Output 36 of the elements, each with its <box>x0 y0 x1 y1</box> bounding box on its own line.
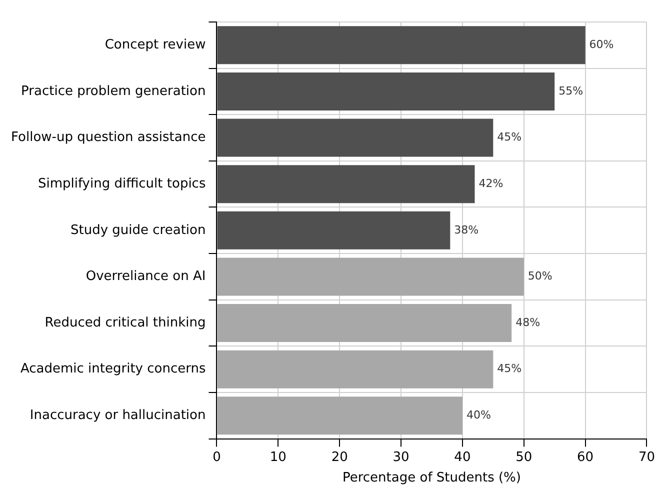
bar <box>217 26 586 64</box>
data-label: 45% <box>497 362 522 376</box>
data-label: 38% <box>454 223 479 236</box>
data-label: 55% <box>558 84 584 98</box>
x-tick-label: 50 <box>516 450 532 465</box>
y-tick-label: Concept review <box>104 38 206 53</box>
data-label: 48% <box>516 316 540 329</box>
data-label: 42% <box>478 176 504 190</box>
y-tick-label: Practice problem generation <box>21 84 206 99</box>
bar <box>217 118 494 157</box>
data-label: 50% <box>528 270 552 283</box>
x-tick-label: 20 <box>331 450 348 465</box>
data-label: 60% <box>589 38 614 52</box>
bar <box>217 258 524 296</box>
y-tick-label: Overreliance on AI <box>86 269 206 284</box>
data-label: 45% <box>497 130 522 144</box>
x-tick-label: 10 <box>270 450 286 465</box>
bar <box>217 72 555 110</box>
y-tick-label: Inaccuracy or hallucination <box>30 408 206 424</box>
bar <box>217 304 512 342</box>
y-tick-label: Follow-up question assistance <box>11 130 206 146</box>
x-tick-label: 60 <box>577 450 594 465</box>
x-tick-label: 40 <box>454 450 471 465</box>
bar <box>217 350 494 388</box>
x-tick-label: 0 <box>212 450 221 465</box>
x-axis-title: Percentage of Students (%) <box>342 470 521 486</box>
y-tick-label: Simplifying difficult topics <box>38 176 206 192</box>
data-label: 40% <box>466 408 491 422</box>
bar <box>217 165 475 204</box>
y-tick-label: Study guide creation <box>70 222 206 238</box>
y-tick-label: Academic integrity concerns <box>20 362 206 377</box>
x-tick-label: 30 <box>392 450 410 465</box>
bar <box>217 211 450 250</box>
x-tick-label: 70 <box>638 450 655 465</box>
bar <box>217 396 462 435</box>
y-tick-label: Reduced critical thinking <box>44 315 206 330</box>
